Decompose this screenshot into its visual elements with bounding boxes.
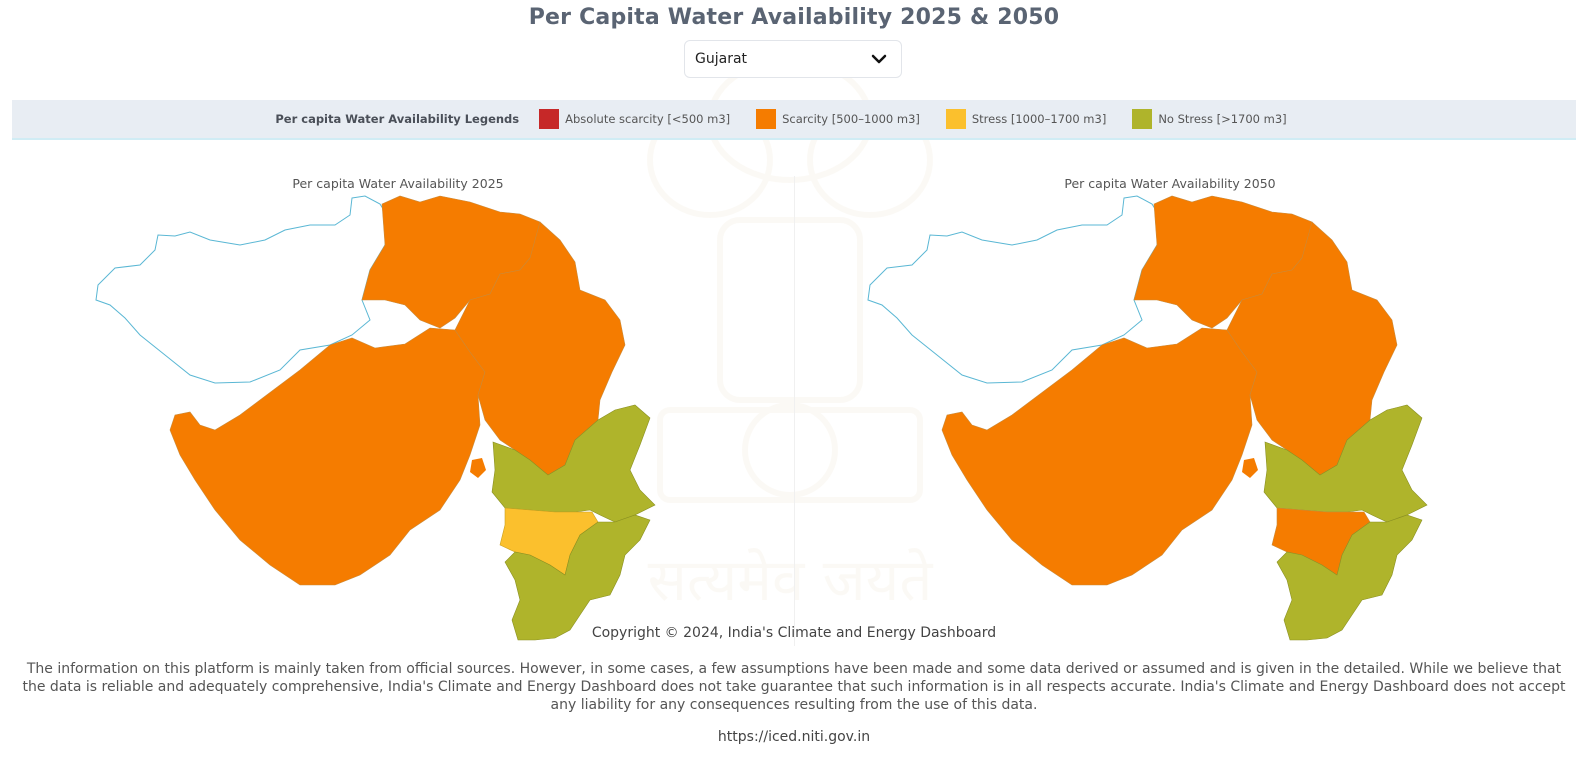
island: [470, 458, 486, 478]
chevron-down-icon: [871, 54, 887, 64]
site-url-link[interactable]: https://iced.niti.gov.in: [717, 729, 871, 745]
map-caption-2025: Per capita Water Availability 2025: [292, 176, 504, 191]
island: [1242, 458, 1258, 478]
legend-label: No Stress [>1700 m3]: [1158, 112, 1287, 126]
legend-title: Per capita Water Availability Legends: [275, 112, 520, 126]
state-select[interactable]: Gujarat: [684, 40, 902, 78]
region-far-south: [504, 514, 651, 641]
legend-label: Absolute scarcity [<500 m3]: [565, 112, 731, 126]
disclaimer-text: The information on this platform is main…: [22, 661, 1566, 713]
legend-item-no-stress: No Stress [>1700 m3]: [1132, 109, 1287, 129]
legend-item-absolute-scarcity: Absolute scarcity [<500 m3]: [539, 109, 730, 129]
legend-item-stress: Stress [1000–1700 m3]: [945, 109, 1107, 129]
map-caption-2050: Per capita Water Availability 2050: [1064, 176, 1276, 191]
legend-bar: Per capita Water Availability Legends Ab…: [12, 100, 1576, 140]
legend-swatch: [1132, 109, 1153, 129]
state-select-value: Gujarat: [695, 51, 748, 67]
legend-label: Stress [1000–1700 m3]: [971, 112, 1107, 126]
legend-swatch: [539, 109, 560, 129]
page-title: Per Capita Water Availability 2025 & 205…: [528, 5, 1060, 30]
legend-swatch: [945, 109, 966, 129]
map-2050: [867, 195, 1428, 641]
map-2025: [95, 195, 656, 641]
legend-swatch: [756, 109, 777, 129]
copyright-text: Copyright © 2024, India's Climate and En…: [591, 625, 997, 641]
legend-item-scarcity: Scarcity [500–1000 m3]: [756, 109, 920, 129]
region-far-south: [1276, 514, 1423, 641]
map-divider: [794, 176, 795, 646]
legend-label: Scarcity [500–1000 m3]: [782, 112, 920, 126]
